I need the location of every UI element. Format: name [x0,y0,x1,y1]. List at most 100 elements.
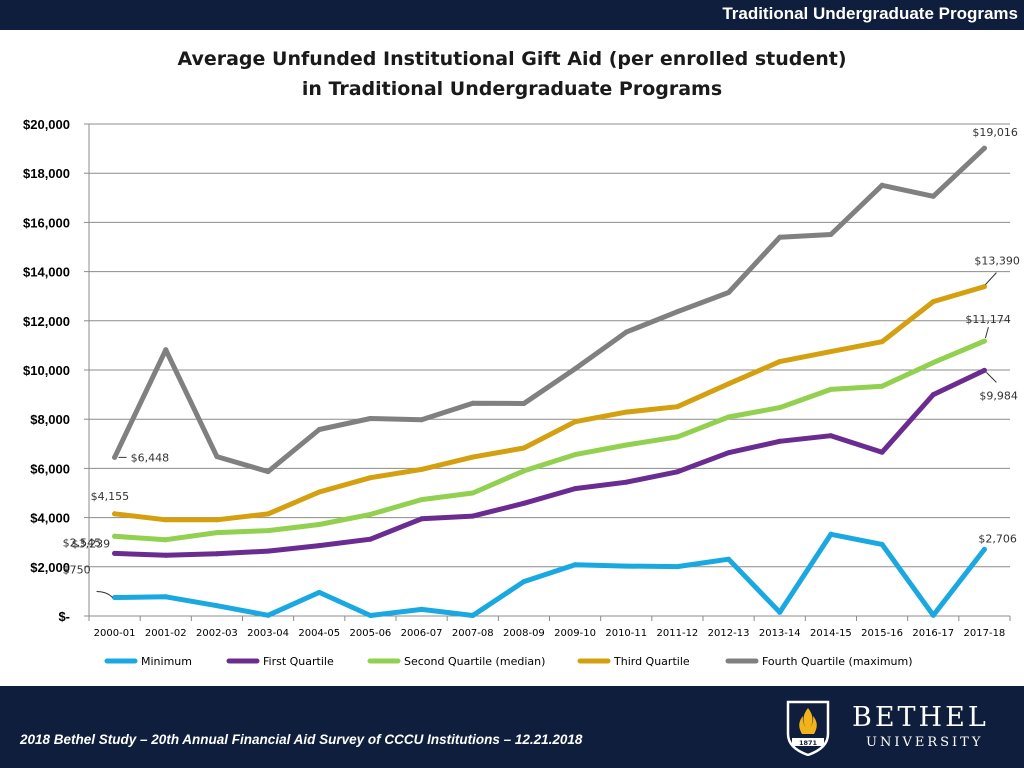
data-point [674,434,680,440]
data-point [367,536,373,542]
x-tick-label: 2012-13 [708,628,750,639]
data-point [828,433,834,439]
series-line-1 [112,367,987,558]
line-chart: $- $2,000 $4,000 $6,000 $8,000 $10,000 $12,000… [23,117,1020,668]
series-line-2 [112,338,987,543]
data-point [674,469,680,475]
chart-title: Average Unfunded Institutional Gift Aid … [0,44,1024,104]
data-point [419,417,425,423]
y-tick-label: $14,000 [23,265,70,280]
data-point [572,486,578,492]
data-point [879,339,885,345]
data-label: $4,155 [91,490,130,503]
data-point [521,500,527,506]
legend: Minimum First Quartile Second Quartile (me… [104,655,913,668]
data-point [623,409,629,415]
x-tick-label: 2005-06 [350,628,392,639]
x-tick-label: 2007-08 [452,628,494,639]
logo-year: 1871 [799,739,818,747]
data-point [726,556,732,562]
data-point [930,612,936,618]
data-point [521,468,527,474]
legend-label: Fourth Quartile (maximum) [762,655,913,668]
banner-title: Traditional Undergraduate Programs [722,4,1018,23]
data-label: $9,984 [979,389,1018,402]
data-point [930,193,936,199]
data-point [214,603,220,609]
data-label: $19,016 [972,126,1018,139]
x-tick-label: 2002-03 [196,628,238,639]
data-label: $2,706 [978,532,1017,545]
data-point [470,454,476,460]
data-point [981,367,987,373]
data-point [470,400,476,406]
data-point [163,594,169,600]
chart-title-line1: Average Unfunded Institutional Gift Aid … [177,48,847,70]
data-point [521,579,527,585]
data-point [572,452,578,458]
data-point [163,537,169,543]
data-point [623,563,629,569]
chart-title-line2: in Traditional Undergraduate Programs [301,78,723,100]
series-line-0 [112,531,987,618]
data-point [112,454,118,460]
data-point [879,383,885,389]
data-point [879,449,885,455]
bethel-logo: 1871 BETHEL UNIVERSITY [786,700,1016,762]
legend-label: Second Quartile (median) [404,655,545,668]
x-tick-label: 2015-16 [861,628,903,639]
data-point [623,442,629,448]
data-label-layer: $750 $2,706 $2,545 $9,984 $3,239 $11,174 $4,15… [63,126,1020,598]
y-tick-label: $16,000 [23,215,70,230]
legend-label: First Quartile [263,655,334,668]
x-tick-label: 2011-12 [657,628,699,639]
y-tick-label: $6,000 [30,461,70,476]
y-tick-label: $10,000 [23,363,70,378]
data-point [572,419,578,425]
data-label: $750 [63,564,91,577]
leader-line [986,372,997,383]
data-point [726,290,732,295]
data-point [316,489,322,495]
data-point [265,612,271,618]
data-point [521,401,527,406]
data-point [521,445,527,451]
data-point [112,550,118,556]
leader-line [984,326,989,339]
y-tick-label: $8,000 [30,412,70,427]
legend-label: Minimum [141,655,192,668]
data-point [726,450,732,456]
data-label: $3,239 [72,537,111,550]
footer-citation: 2018 Bethel Study – 20th Annual Financia… [20,732,583,747]
data-point [674,404,680,410]
data-point [930,392,936,398]
x-tick-label: 2006-07 [401,628,443,639]
x-tick-label: 2004-05 [298,628,340,639]
logo-word-bethel: BETHEL [852,702,989,733]
y-tick-label: $2,000 [30,560,70,575]
data-point [367,416,373,421]
data-point [623,479,629,485]
data-point [265,528,271,534]
data-point [572,562,578,568]
legend-label: Third Quartile [613,655,690,668]
data-point [879,541,885,547]
data-point [930,299,936,305]
data-label: $2,545 [63,536,101,549]
data-point [367,613,373,618]
data-point [214,517,220,523]
x-tick-label: 2009-10 [554,628,596,639]
y-tick-label: $20,000 [23,117,70,132]
data-point [623,329,629,335]
data-point [316,589,322,595]
data-point [726,414,732,420]
x-tick-label: 2000-01 [94,628,136,639]
data-point [828,232,834,237]
data-point [981,546,987,552]
flame-shield-icon: 1871 [786,700,830,756]
x-tick-label: 2016-17 [912,628,954,639]
data-point [214,551,220,557]
data-point [777,438,783,444]
data-point [316,522,322,527]
leader-line [985,272,997,285]
